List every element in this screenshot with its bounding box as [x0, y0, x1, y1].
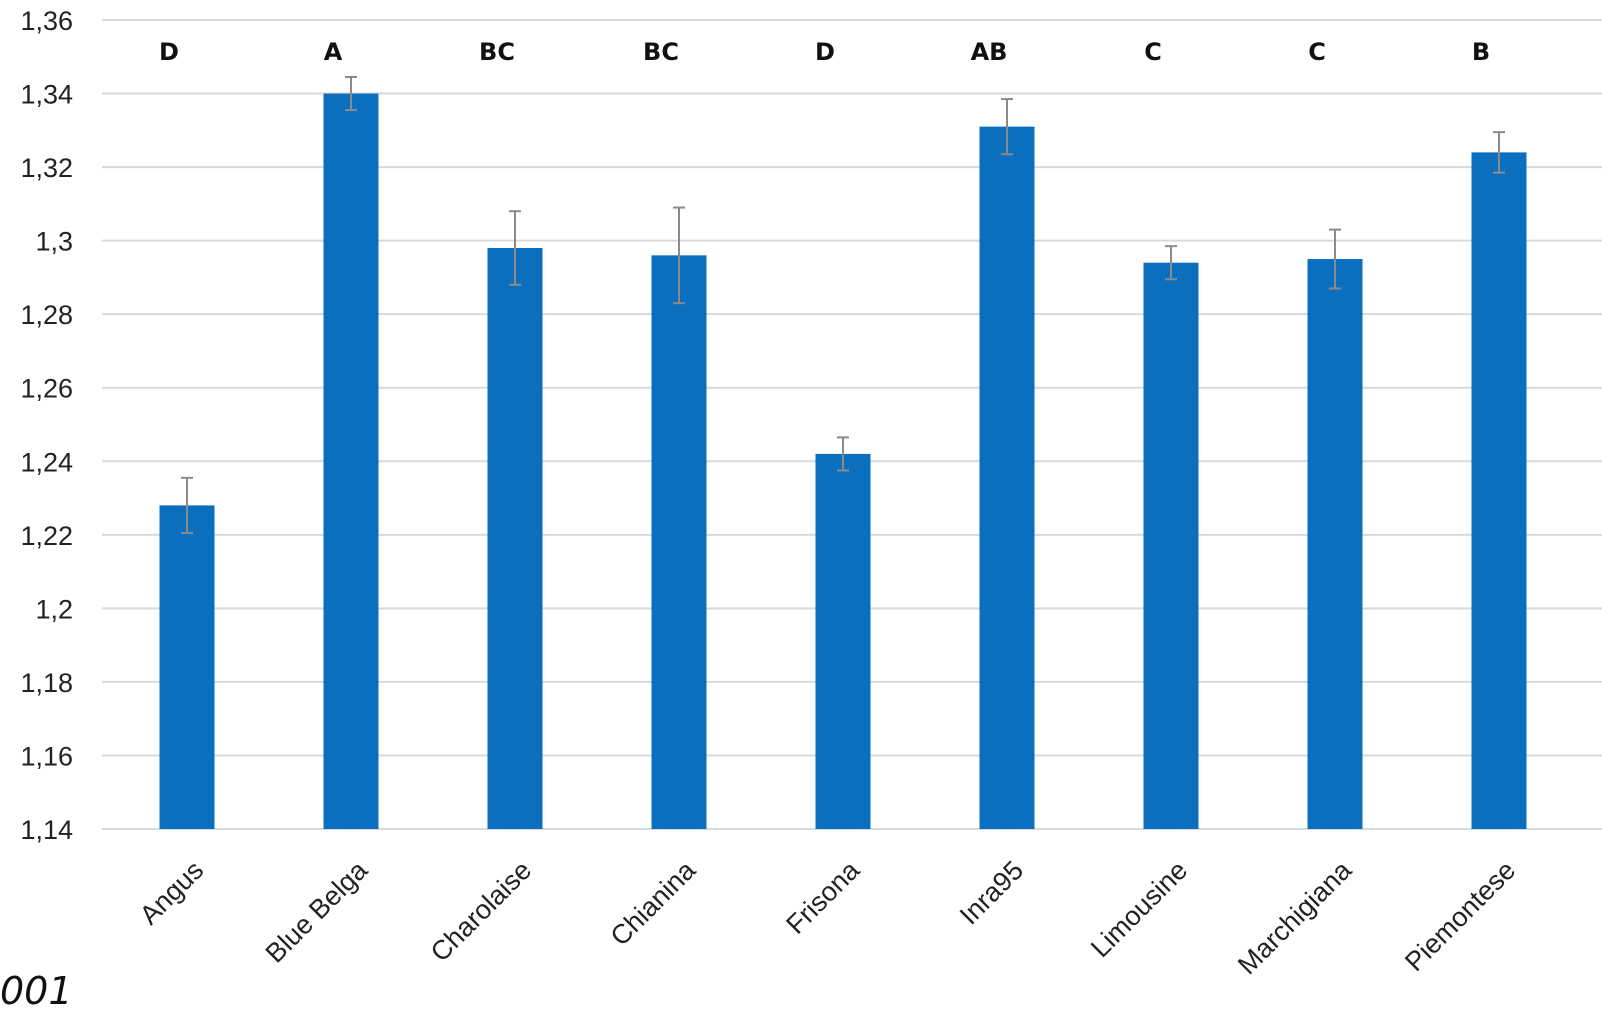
y-tick-label: 1,2 [35, 594, 73, 624]
y-tick-label: 1,36 [20, 6, 73, 36]
error-bar [181, 476, 193, 534]
group-letter: AB [971, 38, 1008, 66]
bar-marchigiana [1307, 259, 1363, 830]
error-bar [673, 206, 685, 305]
bar-chianina [651, 255, 707, 829]
group-letter: B [1472, 38, 1490, 66]
y-tick-label: 1,32 [20, 153, 73, 183]
error-bars [181, 75, 1505, 534]
error-bar [1493, 131, 1505, 174]
error-bar [837, 436, 849, 472]
x-tick-label: Blue Belga [260, 854, 374, 968]
y-tick-label: 1,28 [20, 300, 73, 330]
group-letter: BC [643, 38, 679, 66]
error-bar [1329, 228, 1341, 290]
group-letter: C [1144, 38, 1162, 66]
y-axis-ticks: 1,14 1,16 1,18 1,2 1,22 1,24 1,26 1,28 1,3 1,32 1,… [20, 6, 73, 845]
x-axis-ticks: Angus Blue Belga Charolaise Chianina Frisona… [134, 854, 1521, 980]
bar-blue-belga [323, 93, 379, 829]
error-bar [509, 210, 521, 286]
x-tick-label: Inra95 [954, 855, 1029, 930]
x-tick-label: Charolaise [425, 855, 537, 967]
x-tick-label: Angus [134, 855, 209, 930]
y-tick-label: 1,26 [20, 374, 73, 404]
y-tick-label: 1,14 [20, 815, 73, 845]
error-bar [345, 75, 357, 112]
x-tick-label: Limousine [1085, 855, 1193, 963]
y-tick-label: 1,18 [20, 668, 73, 698]
group-letter: C [1308, 38, 1326, 66]
bar-charolaise [487, 247, 543, 829]
x-tick-label: Piemontese [1399, 855, 1521, 977]
bar-frisona [815, 453, 871, 829]
x-tick-label: Chianina [605, 854, 702, 951]
bar-piemontese [1471, 152, 1527, 829]
bar-limousine [1143, 262, 1199, 829]
group-letter: A [324, 38, 343, 66]
error-bar [1001, 98, 1013, 156]
x-tick-label: Frisona [780, 854, 866, 940]
bar-inra95 [979, 126, 1035, 829]
y-tick-label: 1,16 [20, 741, 73, 771]
footnote-fragment: 001 [0, 969, 73, 1013]
y-tick-label: 1,24 [20, 447, 73, 477]
bar-angus [159, 505, 215, 829]
y-tick-label: 1,3 [35, 227, 73, 257]
group-letter: BC [479, 38, 515, 66]
y-tick-label: 1,22 [20, 521, 73, 551]
bars [159, 93, 1527, 830]
error-bar [1165, 245, 1177, 281]
group-letter: D [815, 38, 835, 66]
group-letters: D A BC BC D AB C C B [159, 38, 1490, 66]
y-tick-label: 1,34 [20, 80, 73, 110]
x-tick-label: Marchigiana [1232, 854, 1358, 980]
group-letter: D [159, 38, 179, 66]
